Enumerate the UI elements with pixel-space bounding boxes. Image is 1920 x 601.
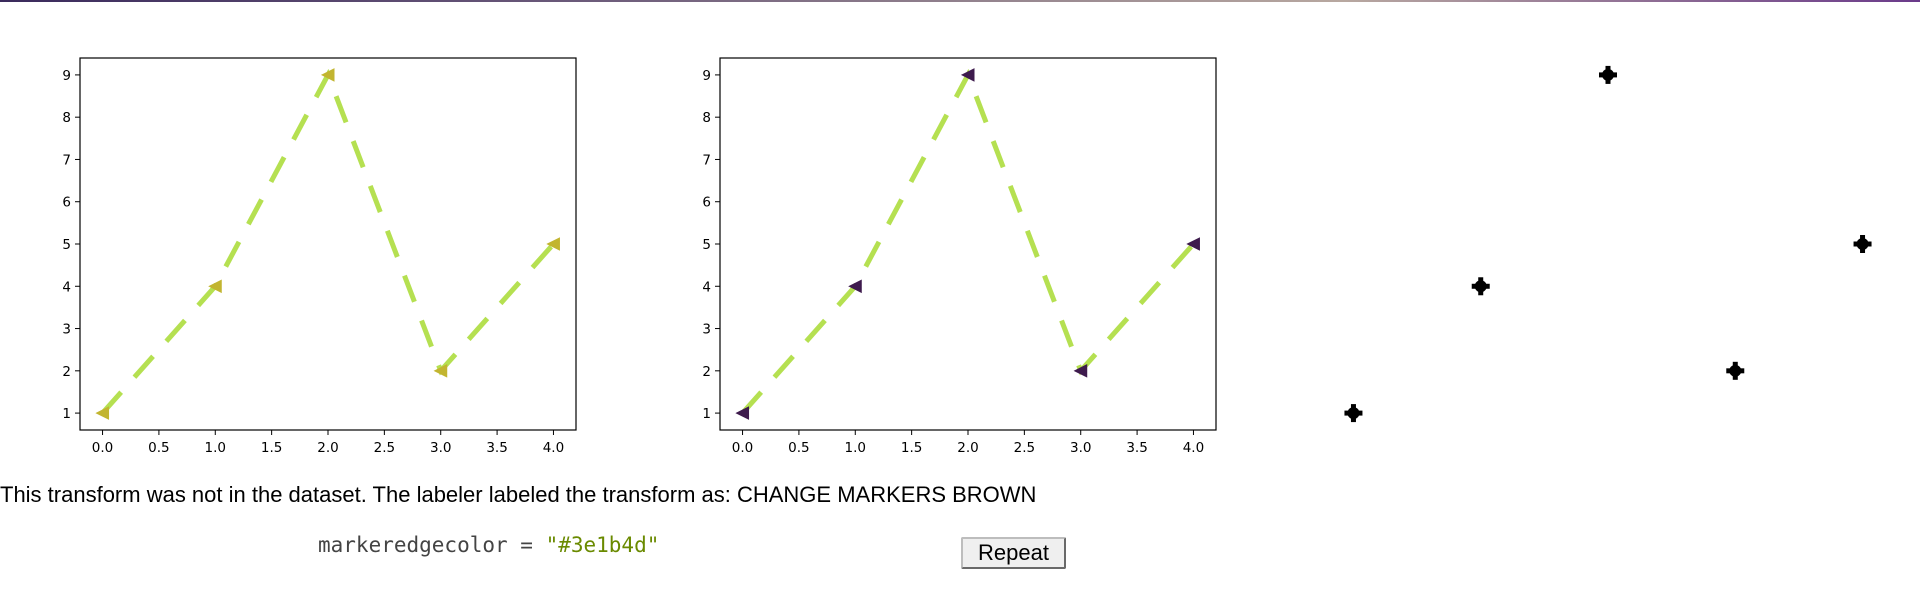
data-point-marker xyxy=(1073,364,1088,378)
x-tick-label: 2.0 xyxy=(957,440,978,456)
x-tick-label: 0.5 xyxy=(788,440,809,456)
y-tick-label: 7 xyxy=(62,152,71,168)
repeat-button[interactable]: Repeat xyxy=(961,537,1066,569)
data-point-marker xyxy=(546,237,560,251)
data-point-marker xyxy=(848,279,862,294)
y-tick-label: 1 xyxy=(702,406,711,422)
x-tick-label: 3.5 xyxy=(486,440,507,456)
series-line xyxy=(740,68,1196,415)
y-tick-label: 7 xyxy=(702,152,711,168)
data-point-marker xyxy=(208,279,222,294)
data-point-marker xyxy=(95,406,110,420)
y-tick-label: 2 xyxy=(702,364,711,380)
data-point-marker xyxy=(960,68,975,82)
y-tick-label: 2 xyxy=(62,364,71,380)
y-tick-label: 9 xyxy=(702,68,711,84)
x-tick-label: 4.0 xyxy=(1183,440,1204,456)
code-prefix: markeredgecolor = xyxy=(318,533,546,557)
y-tick-label: 8 xyxy=(62,110,71,126)
data-point-marker xyxy=(735,406,750,420)
x-tick-label: 1.0 xyxy=(205,440,226,456)
chart-original: 0.0 0.5 1.0 1.5 2.0 2.5 3.0 3.5 4.0 1 2 3 4 5 6 7 8 9 xyxy=(62,57,577,456)
chart-markers-only xyxy=(1344,65,1872,423)
y-tick-label: 6 xyxy=(62,195,71,211)
x-tick-label: 0.0 xyxy=(92,440,113,456)
y-tick-label: 5 xyxy=(702,237,711,253)
data-point-marker xyxy=(1344,404,1363,423)
y-tick-label: 4 xyxy=(702,279,711,295)
x-tick-label: 0.5 xyxy=(148,440,169,456)
code-value: "#3e1b4d" xyxy=(545,533,660,557)
y-tick-label: 6 xyxy=(702,195,711,211)
y-tick-label: 3 xyxy=(62,322,71,338)
x-tick-label: 2.0 xyxy=(317,440,338,456)
y-tick-label: 4 xyxy=(62,279,71,295)
data-point-marker xyxy=(1599,65,1617,84)
series-line xyxy=(100,68,556,415)
y-tick-label: 9 xyxy=(62,68,71,84)
y-tick-label: 3 xyxy=(702,322,711,338)
charts-area: 0.0 0.5 1.0 1.5 2.0 2.5 3.0 3.5 4.0 1 2 3 4 5 6 7 8 9 0.0… xyxy=(62,57,1872,456)
transform-caption: This transform was not in the dataset. T… xyxy=(0,482,1037,507)
data-point-marker xyxy=(1186,237,1200,251)
x-tick-label: 2.5 xyxy=(1014,440,1035,456)
y-tick-label: 8 xyxy=(702,110,711,126)
axes-frame xyxy=(719,57,1217,431)
x-tick-label: 1.5 xyxy=(261,440,282,456)
x-tick-label: 3.5 xyxy=(1126,440,1147,456)
code-snippet: markeredgecolor = "#3e1b4d" xyxy=(318,533,659,557)
data-point-marker xyxy=(320,68,335,82)
y-tick-label: 1 xyxy=(62,406,71,422)
x-tick-label: 2.5 xyxy=(374,440,395,456)
x-tick-label: 3.0 xyxy=(1070,440,1091,456)
x-tick-label: 1.5 xyxy=(901,440,922,456)
axes-frame xyxy=(79,57,577,431)
y-tick-label: 5 xyxy=(62,237,71,253)
data-point-marker xyxy=(433,364,448,378)
x-tick-label: 4.0 xyxy=(543,440,564,456)
data-point-marker xyxy=(1471,277,1490,296)
data-point-marker xyxy=(1726,361,1745,380)
data-point-marker xyxy=(1853,235,1872,253)
x-tick-label: 0.0 xyxy=(732,440,753,456)
x-tick-label: 1.0 xyxy=(845,440,866,456)
x-tick-label: 3.0 xyxy=(430,440,451,456)
chart-transformed: 0.0 0.5 1.0 1.5 2.0 2.5 3.0 3.5 4.0 1 2 3 4 5 6 7 8 9 xyxy=(702,57,1217,456)
top-color-strip xyxy=(0,0,1920,2)
